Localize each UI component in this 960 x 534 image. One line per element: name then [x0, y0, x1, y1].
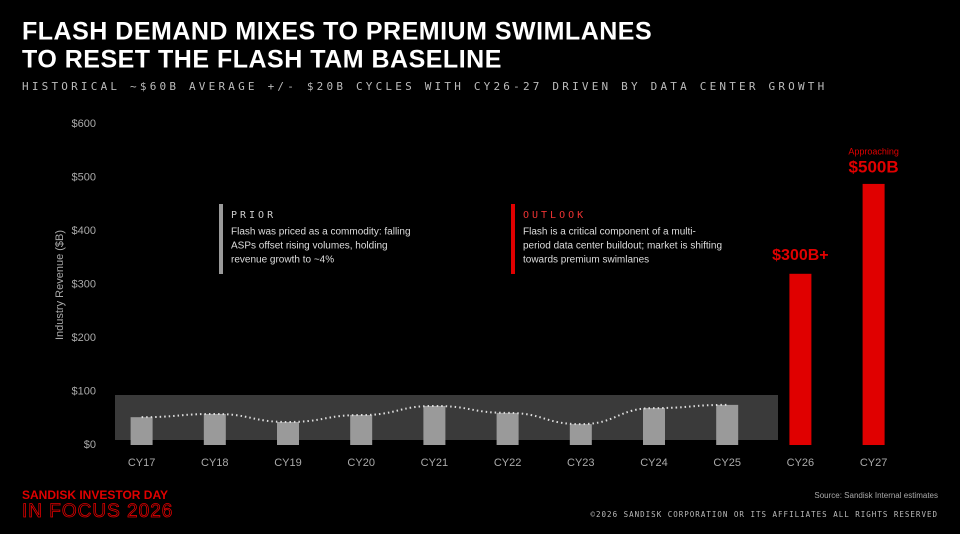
source: Source: Sandisk Internal estimates: [814, 491, 938, 500]
x-tick-label: CY21: [421, 457, 449, 469]
x-tick-label: CY25: [713, 457, 741, 469]
annotation: Approaching: [848, 146, 899, 156]
callout-text: ASPs offset rising volumes, holding: [231, 241, 388, 252]
callout-text: period data center buildout; market is s…: [523, 241, 722, 252]
bar: [789, 273, 812, 445]
y-tick-label: $200: [72, 332, 96, 344]
trend-line: [141, 403, 728, 426]
bar: [496, 412, 519, 445]
bar: [862, 183, 885, 446]
bar: [350, 415, 373, 445]
x-tick-label: CY26: [787, 457, 815, 469]
brand: SANDISK INVESTOR DAY: [22, 488, 168, 502]
y-tick-label: $600: [72, 118, 96, 130]
annotation: $500B: [849, 157, 899, 176]
callout-text: Flash is a critical component of a multi…: [523, 227, 696, 238]
subtitle: HISTORICAL ~$60B AVERAGE +/- $20B CYCLES…: [22, 80, 827, 93]
callout-bar: [219, 204, 223, 274]
x-tick-label: CY17: [128, 457, 156, 469]
x-tick-label: CY24: [640, 457, 668, 469]
title-line: FLASH DEMAND MIXES TO PREMIUM SWIMLANES: [22, 18, 652, 46]
callout-heading: OUTLOOK: [523, 210, 586, 221]
y-tick-label: $300: [72, 278, 96, 290]
bar: [643, 408, 665, 445]
bar: [203, 413, 226, 445]
title-line: TO RESET THE FLASH TAM BASELINE: [22, 46, 502, 74]
bar: [569, 424, 592, 445]
y-tick-label: $0: [84, 439, 96, 451]
event: IN FOCUS 2026: [22, 501, 173, 522]
callout-text: Flash was priced as a commodity: falling: [231, 227, 411, 238]
x-tick-label: CY19: [274, 457, 302, 469]
x-tick-label: CY27: [860, 457, 888, 469]
y-axis-label: Industry Revenue ($B): [54, 230, 66, 340]
y-tick-label: $400: [72, 225, 96, 237]
x-tick-label: CY22: [494, 457, 522, 469]
callout-text: revenue growth to ~4%: [231, 255, 334, 266]
x-tick-label: CY20: [347, 457, 375, 469]
y-tick-label: $500: [72, 171, 96, 183]
callout-text: towards premium swimlanes: [523, 255, 649, 266]
copyright: ©2026 SANDISK CORPORATION OR ITS AFFILIA…: [591, 510, 938, 519]
bar: [277, 421, 299, 445]
annotation: $300B+: [772, 247, 829, 264]
y-tick-label: $100: [72, 385, 96, 397]
x-tick-label: CY18: [201, 457, 229, 469]
bar: [130, 417, 153, 445]
bar: [423, 405, 446, 445]
callout-bar: [511, 204, 515, 274]
x-tick-label: CY23: [567, 457, 595, 469]
bar: [716, 404, 739, 445]
callout-heading: PRIOR: [231, 210, 276, 221]
